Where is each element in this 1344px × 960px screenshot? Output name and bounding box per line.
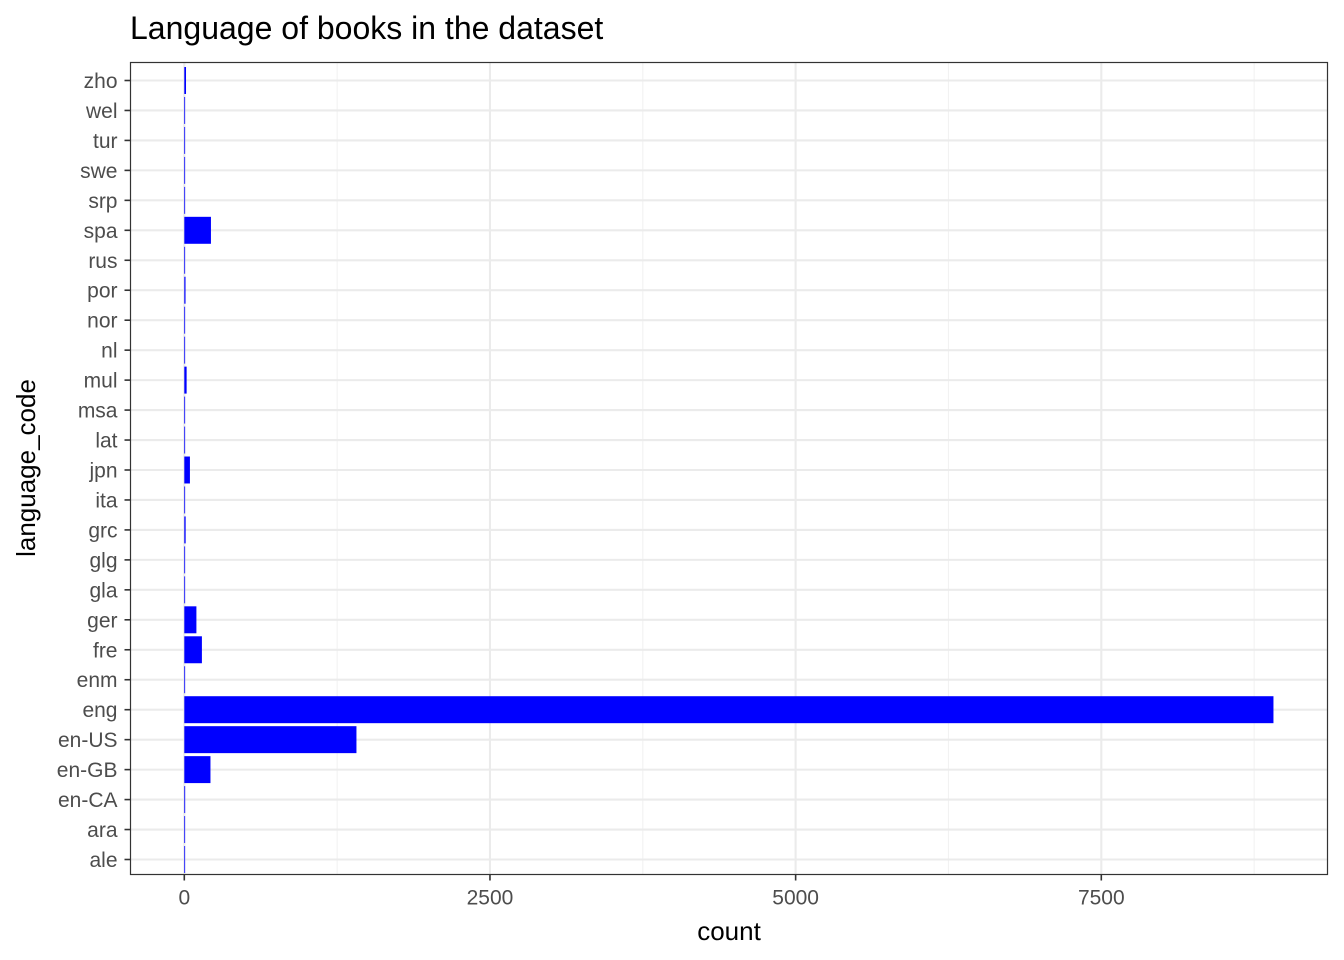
bar-mul <box>184 366 187 394</box>
bar-por <box>184 276 186 304</box>
bar-jpn <box>184 456 190 484</box>
bar-enm <box>184 666 186 694</box>
y-tick-label: nor <box>87 310 117 333</box>
x-axis: 0 2500 5000 7500 <box>178 874 1125 910</box>
bar-ita <box>184 486 186 514</box>
y-tick-label: por <box>87 280 117 303</box>
y-tick-label: en-GB <box>57 759 118 782</box>
x-axis-title: count <box>697 916 761 946</box>
y-tick-label: msa <box>78 400 118 423</box>
bar-ale <box>184 846 186 873</box>
bar-nl <box>184 336 186 364</box>
y-tick-label: tur <box>93 130 118 153</box>
bar-lat <box>184 426 186 454</box>
bar-eng <box>184 696 1274 724</box>
bar-en-GB <box>184 756 211 784</box>
y-tick-label: jpn <box>88 460 117 483</box>
bar-nor <box>184 306 186 334</box>
y-tick-label: fre <box>93 639 118 662</box>
y-tick-label: swe <box>80 160 117 183</box>
bar-gla <box>184 576 186 604</box>
bar-spa <box>184 216 211 244</box>
y-tick-label: ger <box>87 609 117 632</box>
y-tick-label: nl <box>101 340 117 363</box>
y-tick-label: ita <box>95 489 118 512</box>
y-tick-label: grc <box>88 519 117 542</box>
y-tick-label: eng <box>82 699 117 722</box>
y-axis: ale ara en-CA en-GB en-US eng enm fre ger gla glg g… <box>57 70 131 872</box>
y-tick-label: rus <box>88 250 117 273</box>
bar-grc <box>184 516 186 544</box>
x-tick-label: 2500 <box>467 887 514 910</box>
x-tick-label: 5000 <box>772 887 819 910</box>
y-axis-title: language_code <box>11 379 41 557</box>
y-tick-label: zho <box>84 70 118 93</box>
y-tick-label: ara <box>87 819 118 842</box>
panel-border <box>129 61 1329 876</box>
bar-srp <box>184 186 186 214</box>
y-tick-label: ale <box>89 849 117 872</box>
bar-ara <box>184 816 186 844</box>
bar-ger <box>184 606 197 634</box>
y-tick-label: en-US <box>58 729 118 752</box>
bar-en-US <box>184 726 357 754</box>
y-tick-label: lat <box>95 430 117 453</box>
bar-glg <box>184 546 186 574</box>
bar-rus <box>184 246 186 274</box>
chart-title: Language of books in the dataset <box>130 10 603 46</box>
bar-tur <box>184 126 186 154</box>
x-tick-label: 7500 <box>1078 887 1125 910</box>
bar-zho <box>184 67 187 94</box>
y-tick-label: mul <box>84 370 118 393</box>
bar-wel <box>184 96 186 124</box>
y-tick-label: spa <box>84 220 118 243</box>
bar-swe <box>184 156 186 184</box>
bar-en-CA <box>184 786 186 814</box>
y-tick-label: enm <box>77 669 118 692</box>
bars <box>184 67 1274 873</box>
y-tick-label: srp <box>88 190 117 213</box>
x-tick-label: 0 <box>178 887 190 910</box>
bar-msa <box>184 396 186 424</box>
y-tick-label: glg <box>89 549 117 572</box>
y-tick-label: wel <box>85 100 118 123</box>
bar-fre <box>184 636 202 664</box>
y-tick-label: en-CA <box>58 789 118 812</box>
y-tick-label: gla <box>89 579 117 602</box>
